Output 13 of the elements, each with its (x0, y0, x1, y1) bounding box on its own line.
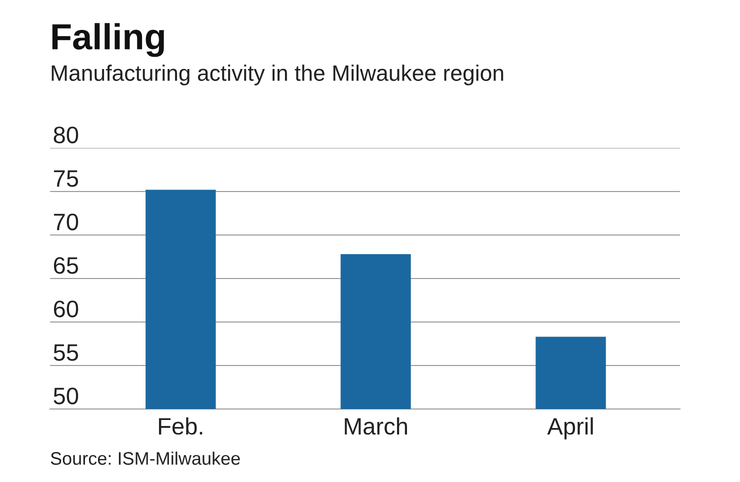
y-tick-label: 60 (54, 300, 78, 318)
x-tick-label: April (547, 417, 593, 440)
x-tick-label: Feb. (159, 417, 202, 435)
y-tick-label: 75 (54, 170, 78, 187)
y-tick-label: 70 (54, 214, 78, 230)
y-tick-label: 65 (54, 257, 78, 274)
y-tick-label: 55 (54, 344, 78, 361)
source-note: Source: ISM-Milwaukee (50, 452, 240, 465)
y-tick-label: 50 (54, 388, 78, 404)
chart-title: Falling (52, 23, 164, 57)
chart-subtitle: Manufacturing activity in the Milwaukee region (52, 64, 504, 86)
x-tick-label: March (344, 417, 407, 435)
y-tick-label: 80 (54, 126, 78, 144)
